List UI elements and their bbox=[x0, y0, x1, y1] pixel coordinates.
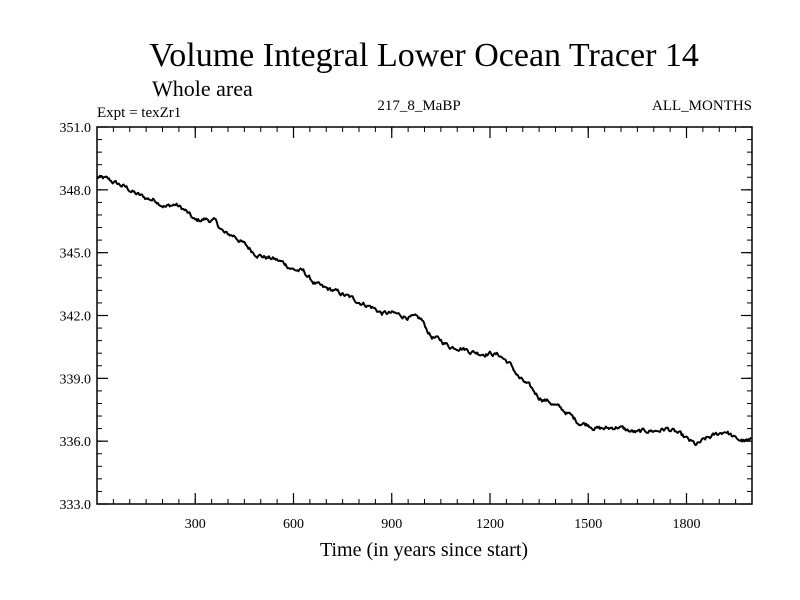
x-tick-label: 900 bbox=[381, 517, 402, 532]
experiment-id-label: 217_8_MaBP bbox=[377, 98, 460, 114]
y-tick-label: 351.0 bbox=[60, 121, 92, 136]
y-tick-label: 345.0 bbox=[60, 247, 92, 262]
y-tick-label: 348.0 bbox=[60, 184, 92, 199]
y-tick-label: 339.0 bbox=[60, 372, 92, 387]
x-tick-label: 600 bbox=[283, 517, 304, 532]
chart-title: Volume Integral Lower Ocean Tracer 14 bbox=[149, 37, 699, 74]
expt-label: Expt = texZr1 bbox=[97, 105, 181, 121]
chart-subtitle: Whole area bbox=[152, 76, 253, 101]
x-tick-label: 1500 bbox=[574, 517, 602, 532]
x-axis-label: Time (in years since start) bbox=[320, 539, 528, 561]
y-tick-label: 342.0 bbox=[60, 310, 92, 325]
plot-frame bbox=[96, 126, 753, 505]
axis-ticks bbox=[97, 126, 752, 505]
y-tick-labels: 333.0 336.0 339.0 342.0 345.0 348.0 351.0 bbox=[60, 121, 92, 513]
x-tick-label: 1800 bbox=[673, 517, 701, 532]
months-label: ALL_MONTHS bbox=[652, 98, 752, 114]
x-tick-labels: 300 600 900 1200 1500 1800 bbox=[185, 517, 701, 532]
x-tick-label: 300 bbox=[185, 517, 206, 532]
series-line bbox=[96, 174, 752, 446]
y-tick-label: 336.0 bbox=[60, 435, 92, 450]
x-tick-label: 1200 bbox=[476, 517, 504, 532]
y-tick-label: 333.0 bbox=[60, 498, 92, 513]
